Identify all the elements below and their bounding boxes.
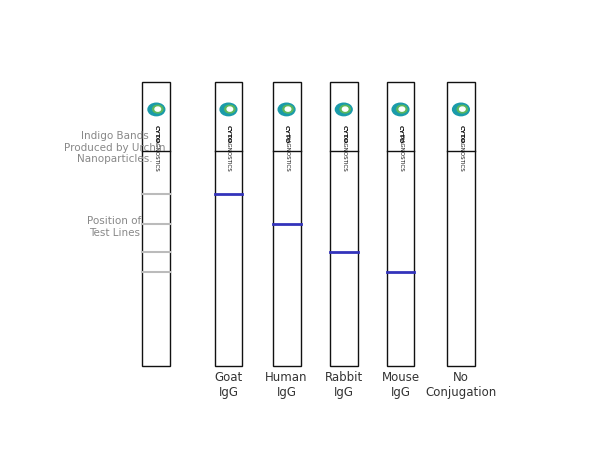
- Circle shape: [399, 107, 404, 111]
- Text: DIAGNOSTICS: DIAGNOSTICS: [284, 135, 289, 172]
- Bar: [330, 82, 358, 366]
- Circle shape: [155, 107, 161, 111]
- Circle shape: [148, 103, 165, 116]
- Bar: [386, 82, 415, 366]
- Text: CYTO: CYTO: [398, 125, 403, 144]
- Text: DIAGNOSTICS: DIAGNOSTICS: [154, 135, 159, 172]
- Text: Goat
IgG: Goat IgG: [214, 371, 242, 399]
- Bar: [272, 82, 301, 366]
- Circle shape: [340, 105, 350, 113]
- Circle shape: [278, 103, 295, 116]
- Circle shape: [460, 107, 465, 111]
- Circle shape: [452, 103, 469, 116]
- Circle shape: [283, 105, 293, 113]
- Circle shape: [397, 105, 407, 113]
- Text: Position of
Test Lines: Position of Test Lines: [88, 216, 142, 238]
- Text: Rabbit
IgG: Rabbit IgG: [325, 371, 363, 399]
- Bar: [447, 82, 475, 366]
- Circle shape: [220, 103, 237, 116]
- Circle shape: [285, 107, 291, 111]
- Circle shape: [343, 107, 348, 111]
- Text: DIAGNOSTICS: DIAGNOSTICS: [458, 135, 463, 172]
- Circle shape: [227, 107, 233, 111]
- Circle shape: [225, 105, 235, 113]
- Text: CYTO: CYTO: [154, 125, 159, 144]
- Circle shape: [392, 103, 409, 116]
- Text: CYTO: CYTO: [341, 125, 346, 144]
- Text: No
Conjugation: No Conjugation: [425, 371, 497, 399]
- Bar: [142, 82, 170, 366]
- Text: Human
IgG: Human IgG: [265, 371, 308, 399]
- Text: CYTO: CYTO: [284, 125, 289, 144]
- Circle shape: [335, 103, 352, 116]
- Text: Mouse
IgG: Mouse IgG: [382, 371, 419, 399]
- Text: Indigo Bands
Produced by Urchin
Nanoparticles.: Indigo Bands Produced by Urchin Nanopart…: [64, 131, 165, 164]
- Text: CYTO: CYTO: [458, 125, 463, 144]
- Text: DIAGNOSTICS: DIAGNOSTICS: [398, 135, 403, 172]
- Circle shape: [457, 105, 467, 113]
- Text: DIAGNOSTICS: DIAGNOSTICS: [341, 135, 346, 172]
- Text: DIAGNOSTICS: DIAGNOSTICS: [226, 135, 231, 172]
- Text: CYTO: CYTO: [226, 125, 231, 144]
- Bar: [215, 82, 242, 366]
- Circle shape: [152, 105, 163, 113]
